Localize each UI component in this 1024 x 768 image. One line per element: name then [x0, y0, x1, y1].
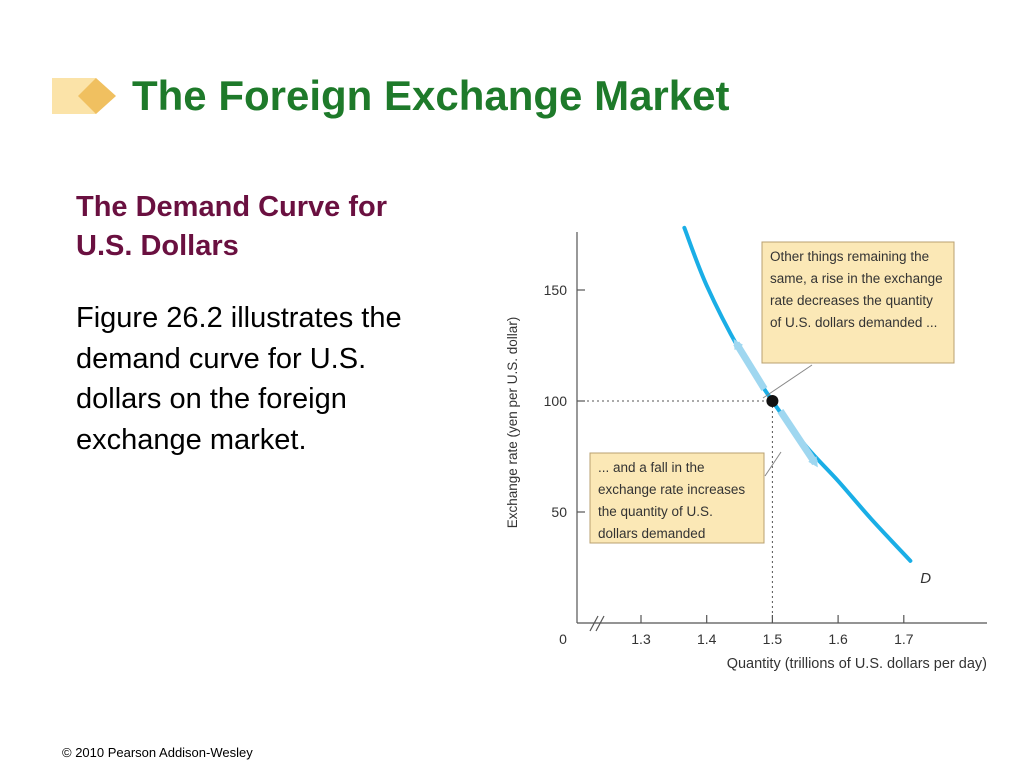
movement-arrow-down [777, 409, 819, 468]
y-tick-label: 150 [544, 282, 568, 298]
x-tick-label: 1.5 [763, 631, 783, 647]
y-axis-label: Exchange rate (yen per U.S. dollar) [505, 317, 520, 529]
callout-leader-line [764, 451, 782, 477]
x-tick-label: 0 [559, 631, 567, 647]
callout-rise-text: Other things remaining the [770, 249, 929, 264]
callout-rise [761, 241, 955, 364]
equilibrium-point [766, 395, 779, 407]
y-tick-label: 100 [544, 393, 568, 409]
callout-fall-text: the quantity of U.S. [598, 504, 713, 519]
slide-title: The Foreign Exchange Market [132, 72, 730, 119]
callout-fall-text: ... and a fall in the [598, 460, 705, 475]
callout-leader-line [762, 364, 813, 399]
x-tick-label: 1.3 [631, 631, 651, 647]
section-subtitle: The Demand Curve for U.S. Dollars [76, 191, 387, 262]
demand-curve-chart: 50 100 150 0 1.3 1.4 1.5 1.6 1.7 Quantity (trilli… [505, 225, 987, 672]
axis-break-mark [595, 615, 605, 632]
x-tick-label: 1.4 [697, 631, 717, 647]
callout-fall [589, 452, 765, 544]
movement-arrow-up [733, 339, 768, 391]
axis-break-mark [589, 615, 599, 632]
x-tick-label: 1.7 [894, 631, 914, 647]
callout-rise-text: same, a rise in the exchange [770, 271, 943, 286]
x-tick-label: 1.6 [828, 631, 848, 647]
callout-rise-text: of U.S. dollars demanded ... [770, 315, 937, 330]
title-bullet-icon [52, 78, 116, 114]
x-axis-label: Quantity (trillions of U.S. dollars per … [727, 656, 987, 672]
demand-curve-label: D [920, 570, 931, 587]
y-tick-label: 50 [551, 504, 567, 520]
callout-rise-text: rate decreases the quantity [770, 293, 933, 308]
callout-fall-text: exchange rate increases [598, 482, 745, 497]
body-text: Figure 26.2 illustrates the demand curve… [76, 302, 402, 456]
callout-fall-text: dollars demanded [598, 526, 705, 541]
copyright-footer: © 2010 Pearson Addison-Wesley [62, 745, 253, 760]
